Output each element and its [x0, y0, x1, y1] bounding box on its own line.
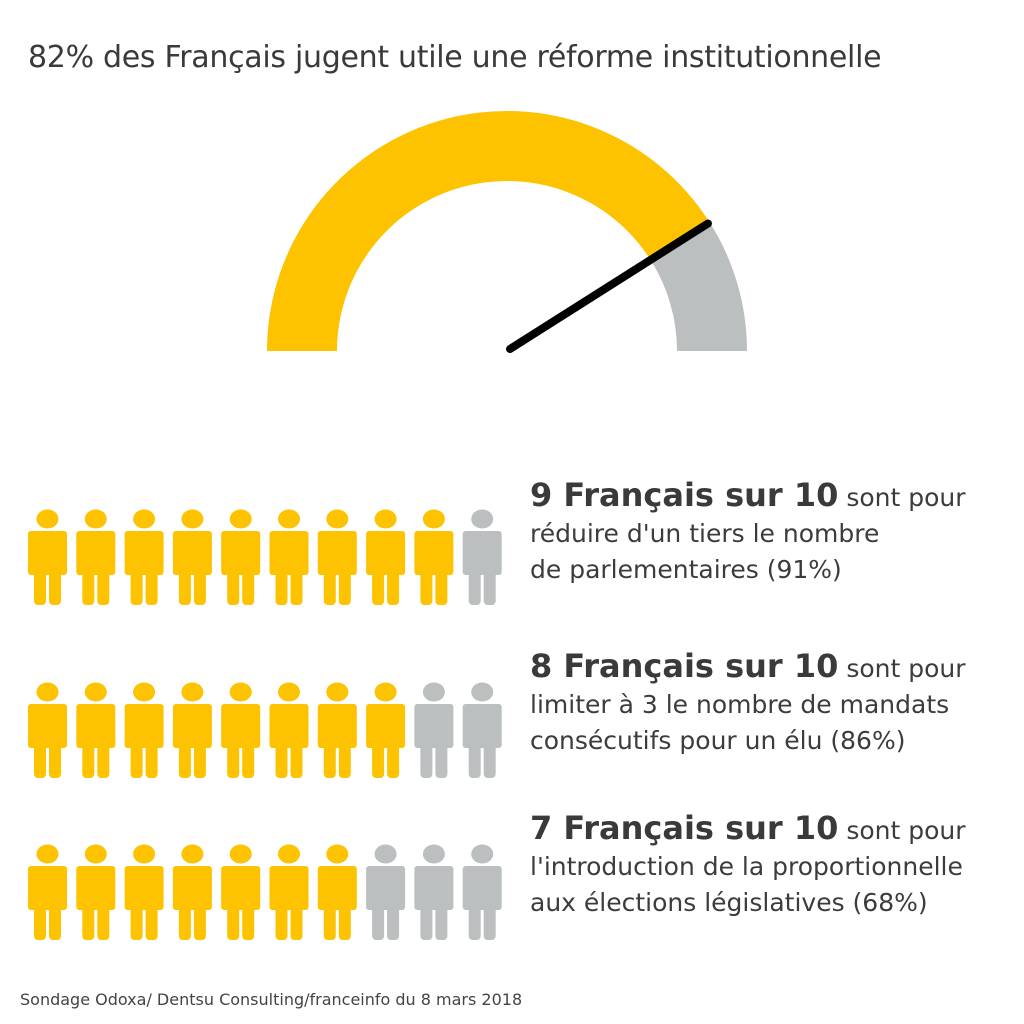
- person-icon-filled: [414, 509, 454, 605]
- person-icon-filled: [221, 844, 261, 940]
- person-icon-filled: [317, 509, 357, 605]
- person-icon-filled: [28, 844, 67, 940]
- person-icon-filled: [269, 682, 309, 778]
- stat-suffix: sont pour: [838, 816, 966, 845]
- pictogram-1: [28, 505, 508, 609]
- gauge-filled-arc: [267, 111, 710, 351]
- person-icon-filled: [366, 509, 406, 605]
- person-icon-filled: [124, 682, 164, 778]
- pictogram-3: [28, 840, 508, 944]
- person-icon-filled: [366, 682, 406, 778]
- person-icon-filled: [76, 682, 116, 778]
- person-icon-filled: [221, 682, 261, 778]
- person-icon-filled: [172, 682, 212, 778]
- person-icon-empty: [462, 844, 502, 940]
- stat-text-2: 8 Français sur 10 sont pour limiter à 3 …: [530, 648, 966, 759]
- stat-suffix: sont pour: [838, 483, 966, 512]
- person-icon-filled: [221, 509, 261, 605]
- stat-line: réduire d'un tiers le nombre: [530, 519, 880, 548]
- person-icon-filled: [28, 682, 67, 778]
- person-icon-empty: [366, 844, 406, 940]
- stat-line: l'introduction de la proportionnelle: [530, 852, 963, 881]
- gauge-needle: [506, 219, 712, 353]
- chart-title: 82% des Français jugent utile une réform…: [28, 40, 882, 75]
- person-icon-filled: [124, 509, 164, 605]
- stat-headline: 9 Français sur 10: [530, 476, 839, 514]
- pictogram-svg: [28, 844, 502, 940]
- person-icon-filled: [172, 844, 212, 940]
- pictogram-2: [28, 678, 508, 782]
- gauge: [267, 111, 747, 353]
- person-icon-filled: [76, 844, 116, 940]
- stat-text-1: 9 Français sur 10 sont pour réduire d'un…: [530, 477, 966, 588]
- pictogram-svg: [28, 682, 502, 778]
- person-icon-filled: [269, 509, 309, 605]
- person-icon-empty: [414, 682, 454, 778]
- person-icon-filled: [124, 844, 164, 940]
- person-icon-filled: [172, 509, 212, 605]
- stat-headline: 8 Français sur 10: [530, 647, 839, 685]
- pictogram-svg: [28, 509, 502, 605]
- stat-line: aux élections législatives (68%): [530, 888, 928, 917]
- stat-suffix: sont pour: [838, 654, 966, 683]
- gauge-remaining-arc: [650, 222, 747, 351]
- person-icon-empty: [462, 682, 502, 778]
- stat-line: de parlementaires (91%): [530, 555, 842, 584]
- stat-line: limiter à 3 le nombre de mandats: [530, 690, 950, 719]
- stat-headline: 7 Français sur 10: [530, 809, 839, 847]
- person-icon-filled: [269, 844, 309, 940]
- source-footer: Sondage Odoxa/ Dentsu Consulting/francei…: [20, 990, 523, 1009]
- person-icon-filled: [28, 509, 67, 605]
- person-icon-empty: [462, 509, 502, 605]
- stat-text-3: 7 Français sur 10 sont pour l'introducti…: [530, 810, 966, 921]
- person-icon-filled: [317, 844, 357, 940]
- person-icon-filled: [317, 682, 357, 778]
- stat-line: consécutifs pour un élu (86%): [530, 726, 906, 755]
- person-icon-empty: [414, 844, 454, 940]
- person-icon-filled: [76, 509, 116, 605]
